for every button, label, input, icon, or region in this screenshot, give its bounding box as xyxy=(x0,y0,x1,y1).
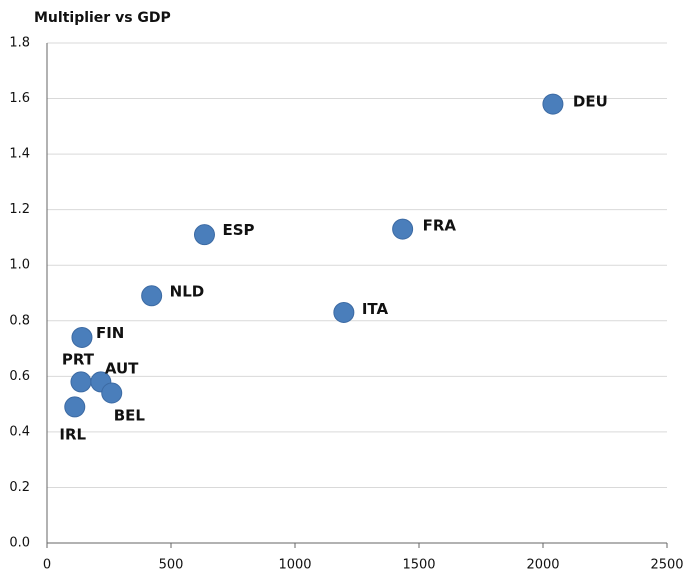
y-tick-label: 0.0 xyxy=(9,536,30,551)
y-tick-label: 0.6 xyxy=(9,369,30,384)
y-tick-label: 0.2 xyxy=(9,480,30,495)
chart-title: Multiplier vs GDP xyxy=(34,10,171,26)
point-label: IRL xyxy=(59,425,86,443)
x-tick-label: 1000 xyxy=(278,558,311,573)
y-tick-label: 1.8 xyxy=(9,36,30,51)
point-label: PRT xyxy=(62,350,95,368)
x-tick-label: 2000 xyxy=(526,558,559,573)
y-tick-label: 0.8 xyxy=(9,313,30,328)
point-label: ITA xyxy=(362,300,389,318)
point xyxy=(64,396,86,418)
x-tick-label: 1500 xyxy=(402,558,435,573)
point-label: FIN xyxy=(96,324,124,342)
point-label: ESP xyxy=(222,221,254,239)
point-label: DEU xyxy=(573,93,608,111)
point-label: BEL xyxy=(114,407,146,425)
point xyxy=(101,382,123,404)
point xyxy=(70,371,92,393)
point xyxy=(193,224,215,246)
x-tick-label: 2500 xyxy=(650,558,683,573)
y-tick-label: 1.4 xyxy=(9,147,30,162)
y-tick-label: 1.0 xyxy=(9,258,30,273)
x-tick-label: 500 xyxy=(159,558,184,573)
point-label: AUT xyxy=(105,359,139,377)
y-tick-label: 1.6 xyxy=(9,91,30,106)
point-label: NLD xyxy=(170,282,205,300)
point xyxy=(71,326,93,348)
y-tick-label: 1.2 xyxy=(9,202,30,217)
point-label: FRA xyxy=(423,217,457,235)
point xyxy=(141,285,163,307)
y-tick-label: 0.4 xyxy=(9,424,30,439)
point xyxy=(542,93,564,115)
point xyxy=(333,301,355,323)
point xyxy=(392,218,414,240)
x-tick-label: 0 xyxy=(43,558,51,573)
